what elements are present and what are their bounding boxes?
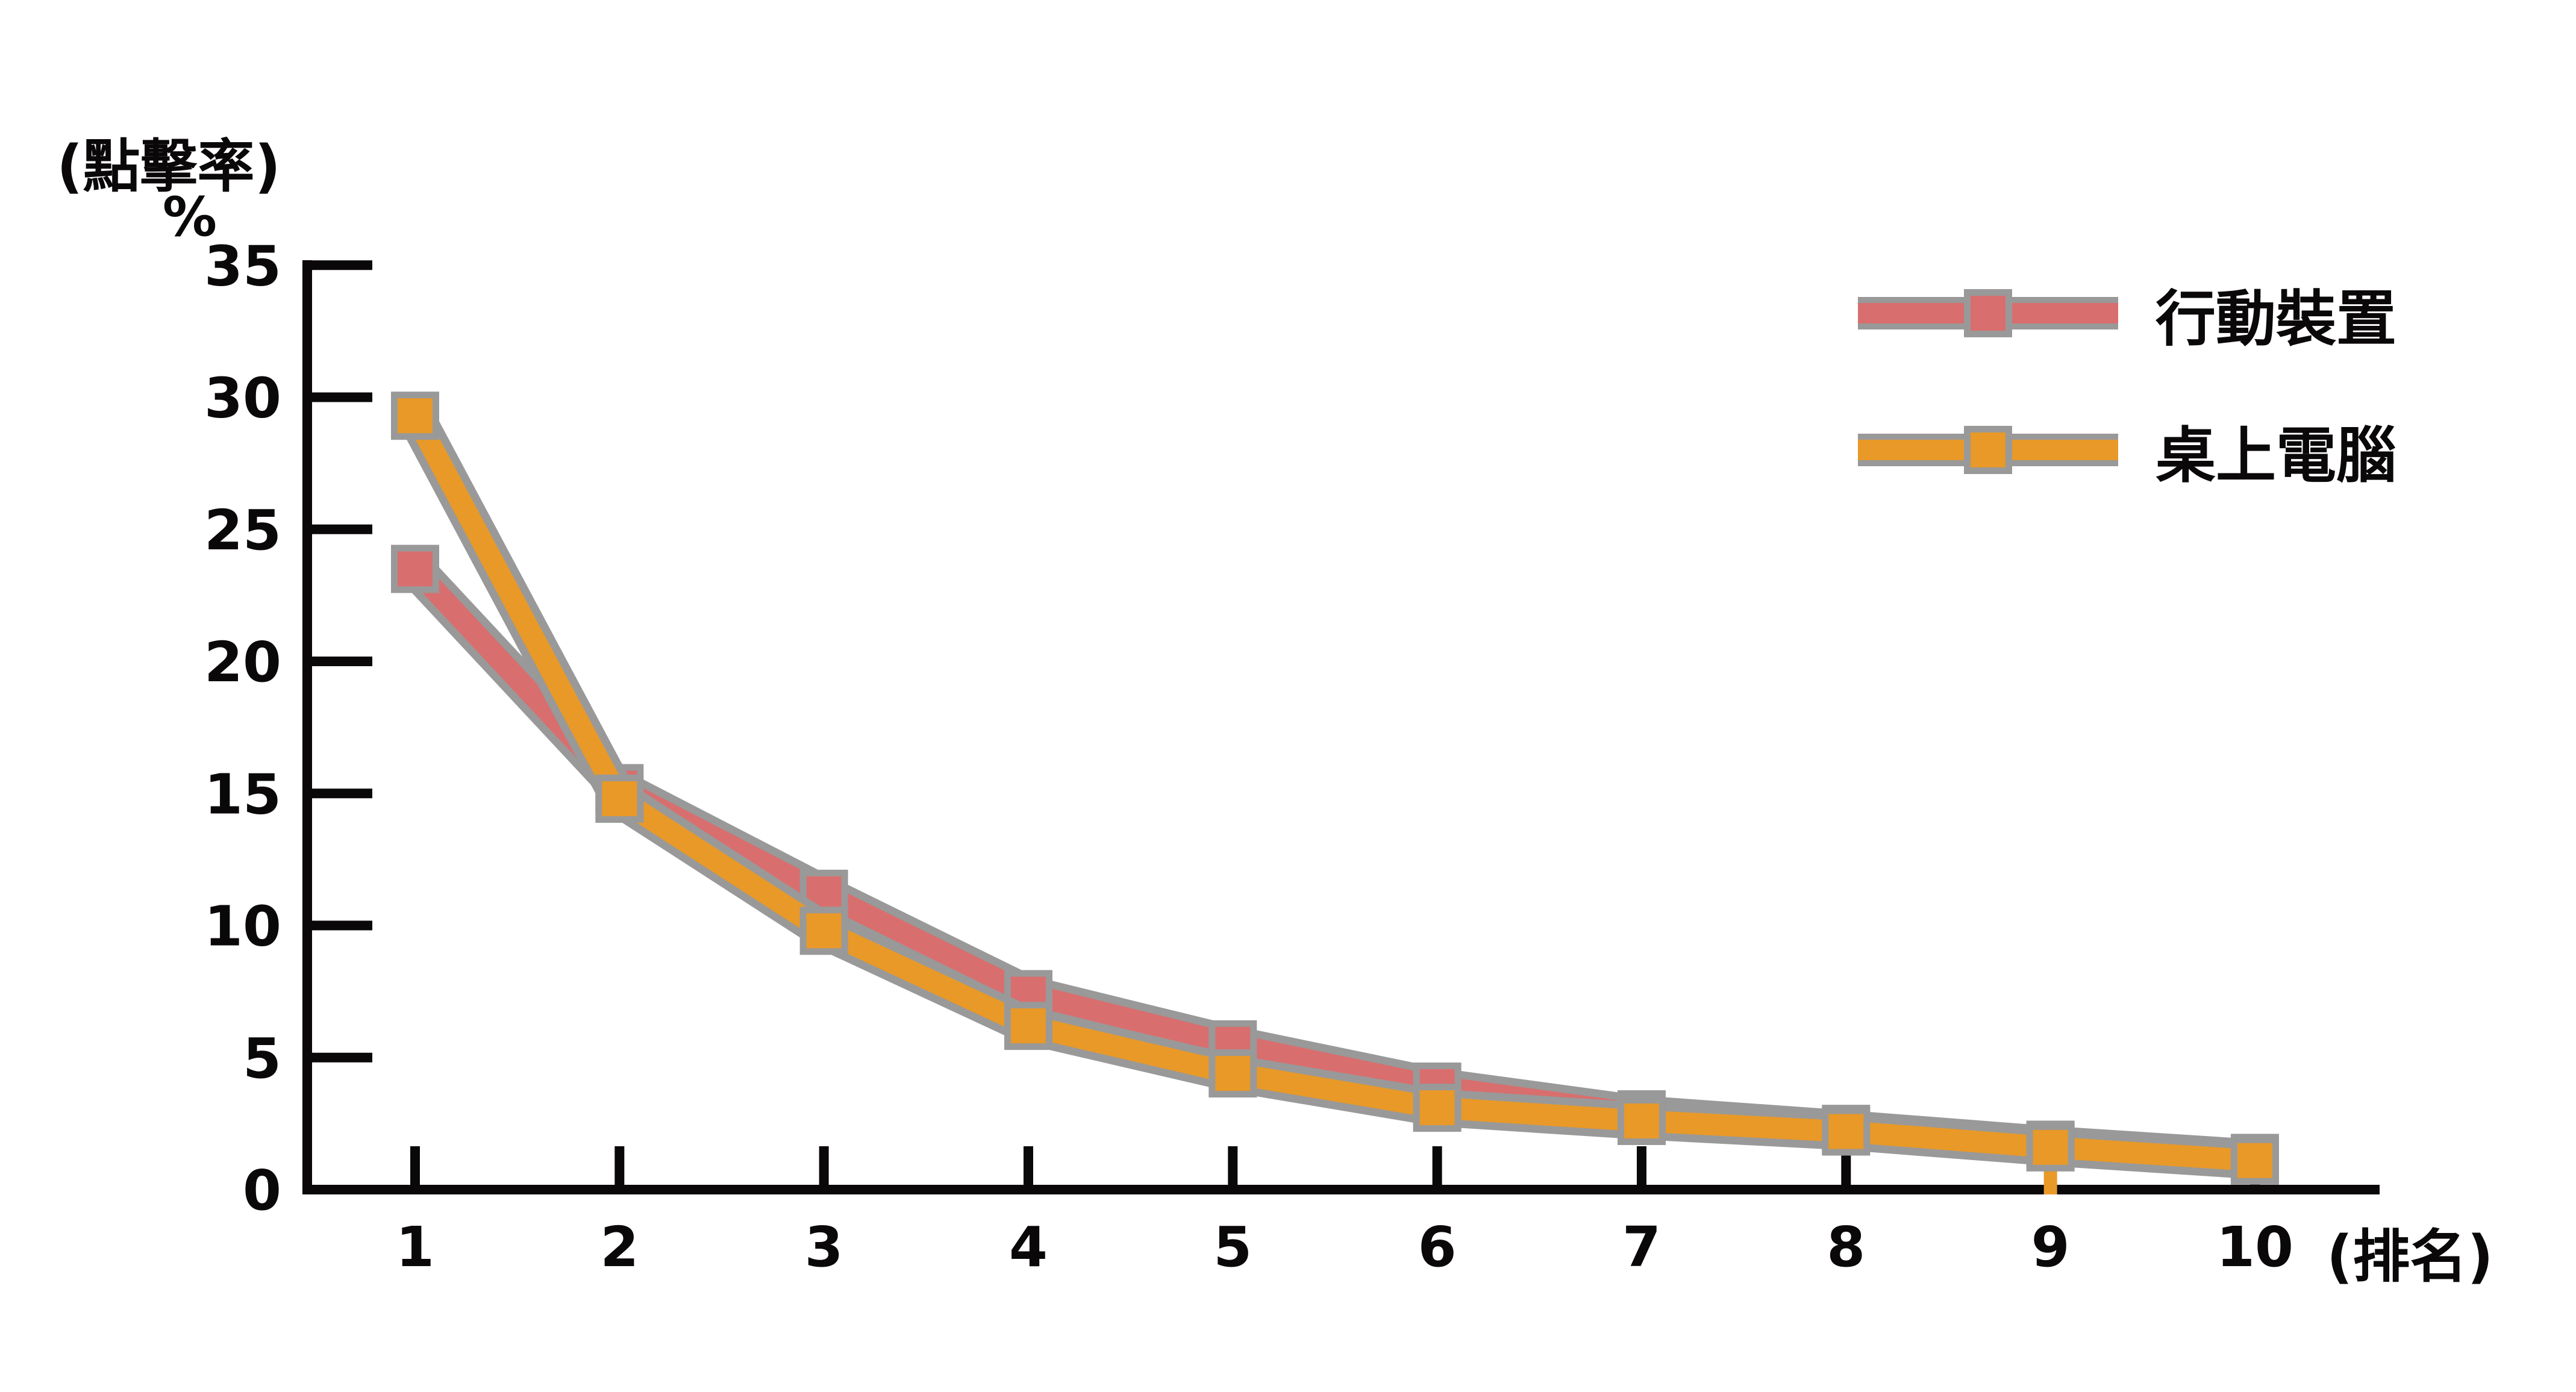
x-tick-label: 6 <box>1418 1215 1457 1279</box>
legend-swatch-desktop <box>1858 426 2118 474</box>
y-tick-label: 5 <box>243 1026 281 1091</box>
y-tick-label: 20 <box>204 630 281 694</box>
x-tick-label: 3 <box>805 1215 843 1279</box>
x-tick <box>1841 1146 1851 1185</box>
x-tick-label: 1 <box>396 1215 434 1279</box>
legend-label-desktop: 桌上電腦 <box>2156 420 2396 491</box>
x-tick <box>410 1146 420 1185</box>
data-marker <box>398 398 433 434</box>
legend-label-mobile: 行動裝置 <box>2156 283 2396 354</box>
y-tick <box>312 392 372 402</box>
y-tick <box>312 524 372 534</box>
data-marker <box>2033 1129 2068 1165</box>
y-tick-label: 35 <box>204 234 281 298</box>
x-tick <box>1636 1146 1646 1185</box>
y-tick <box>312 788 372 799</box>
y-axis-line <box>302 260 312 1194</box>
data-marker <box>1624 1103 1659 1138</box>
y-tick-label: 30 <box>204 366 281 431</box>
y-tick-label: 0 <box>243 1158 281 1223</box>
series-line <box>405 410 2256 1172</box>
legend-item-desktop: 桌上電腦 <box>1858 420 2396 491</box>
data-marker <box>2237 1143 2272 1178</box>
y-tick <box>312 920 372 931</box>
data-marker <box>1828 1114 1864 1149</box>
x-tick-label: 2 <box>600 1215 639 1279</box>
data-marker <box>1010 1008 1046 1044</box>
y-axis-title: (點擊率) <box>57 134 281 200</box>
legend-item-mobile: 行動裝置 <box>1858 284 2396 354</box>
y-tick-label: 25 <box>204 498 281 563</box>
x-tick-label: 8 <box>1827 1215 1865 1279</box>
x-axis-title: (排名) <box>2327 1224 2493 1290</box>
y-tick <box>312 260 372 270</box>
x-tick-label: 7 <box>1622 1215 1661 1279</box>
x-tick-label: 4 <box>1009 1215 1048 1279</box>
data-marker <box>806 913 842 949</box>
y-tick <box>312 657 372 666</box>
data-marker <box>1419 1090 1455 1126</box>
x-tick <box>819 1146 829 1185</box>
data-marker <box>1215 1056 1251 1091</box>
x-tick <box>1228 1146 1238 1185</box>
legend-marker-icon <box>1971 432 2005 467</box>
x-axis-line <box>302 1185 2380 1194</box>
y-tick <box>312 1052 372 1063</box>
y-axis-unit-label: % <box>162 186 217 249</box>
y-tick-label: 15 <box>204 762 281 826</box>
legend-swatch-mobile <box>1858 289 2118 337</box>
y-tick-label: 10 <box>204 894 281 959</box>
data-marker <box>398 551 433 587</box>
x-tick-label: 9 <box>2031 1215 2070 1279</box>
x-tick <box>1432 1146 1442 1185</box>
data-marker <box>602 781 637 817</box>
x-tick-label: 5 <box>1213 1215 1252 1279</box>
x-tick <box>1023 1146 1033 1185</box>
x-tick-label: 10 <box>2216 1215 2293 1279</box>
x-tick <box>614 1146 625 1185</box>
legend-marker-icon <box>1971 296 2005 331</box>
